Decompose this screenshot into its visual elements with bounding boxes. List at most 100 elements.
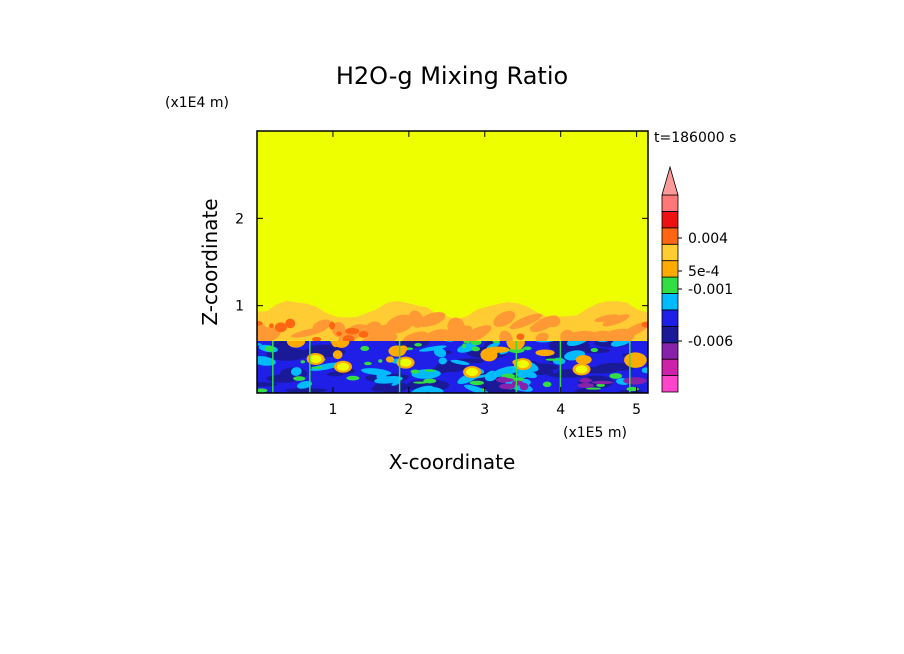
lower-green-blob bbox=[414, 343, 422, 347]
lower-dark-blob bbox=[371, 386, 384, 392]
plot-area bbox=[255, 131, 648, 422]
colorbar-arrow bbox=[661, 165, 679, 196]
y-tick-label: 1 bbox=[235, 299, 244, 315]
band-blob bbox=[290, 327, 326, 338]
lower-cyan-blob bbox=[255, 410, 283, 422]
lower-cyan-blob bbox=[296, 380, 313, 389]
band-core bbox=[274, 322, 287, 333]
lower-cyan-blob bbox=[457, 343, 477, 353]
lower-green-blob bbox=[492, 341, 501, 344]
x-tick-label: 3 bbox=[480, 402, 489, 418]
lower-orange-blob bbox=[388, 345, 406, 357]
lower-dark-blob bbox=[327, 371, 344, 377]
colorbar-cell bbox=[661, 211, 679, 229]
lower-yellow-core bbox=[399, 358, 412, 367]
y-axis-ticks: 12 bbox=[235, 211, 648, 315]
lower-cyan-blob bbox=[516, 371, 529, 379]
lower-yellow-core bbox=[516, 360, 529, 369]
colorbar-cell bbox=[661, 260, 679, 278]
lower-green-blob bbox=[378, 359, 383, 363]
band-blob bbox=[445, 326, 466, 343]
lower-cyan-blob bbox=[353, 402, 365, 410]
band-blob bbox=[535, 332, 549, 343]
lower-green-blob bbox=[311, 366, 323, 369]
lower-yellow-core bbox=[309, 354, 322, 363]
lower-purple-blob bbox=[623, 377, 647, 385]
lower-green-blob bbox=[360, 345, 370, 351]
lower-green-blob bbox=[346, 375, 360, 381]
lower-orange-blob bbox=[286, 341, 306, 348]
band-core bbox=[358, 331, 369, 338]
lower-green-blob bbox=[410, 369, 420, 374]
colorbar-cell bbox=[661, 325, 679, 344]
lower-green-blob bbox=[364, 361, 372, 366]
time-label: t=186000 s bbox=[654, 130, 736, 146]
lower-cyan-blob bbox=[293, 396, 319, 403]
colorbar-cell bbox=[661, 309, 679, 327]
band-blob bbox=[402, 331, 429, 345]
colorbar-cell bbox=[661, 227, 679, 245]
lower-cyan-blob bbox=[450, 359, 470, 366]
colorbar-cell bbox=[661, 375, 679, 393]
colorbar-cell bbox=[661, 243, 679, 262]
colorbar-label-3: -0.001 bbox=[688, 282, 733, 298]
lower-cyan-blob bbox=[438, 357, 447, 365]
x-tick-label: 2 bbox=[404, 402, 413, 418]
lower-cyan-blob bbox=[433, 347, 447, 358]
lower-cyan-blob bbox=[464, 384, 490, 393]
band-blob bbox=[530, 315, 559, 333]
band-blob bbox=[509, 313, 543, 330]
band-blob bbox=[602, 314, 630, 327]
lower-orange-blob bbox=[333, 341, 350, 348]
y-axis-label: Z-coordinate bbox=[198, 198, 222, 325]
lower-streak bbox=[629, 341, 631, 393]
lower-purple-blob bbox=[495, 377, 514, 383]
lower-purple-blob bbox=[519, 382, 529, 391]
lower-green-blob bbox=[522, 346, 532, 351]
lower-yellow-core bbox=[575, 365, 588, 374]
x-scale-label: (x1E5 m) bbox=[563, 425, 627, 441]
x-tick-label: 5 bbox=[632, 402, 641, 418]
lower-green-blob bbox=[510, 377, 525, 382]
band-core bbox=[345, 327, 360, 335]
lower-green-blob bbox=[462, 343, 467, 349]
lower-cyan-blob bbox=[484, 370, 498, 382]
band-core bbox=[285, 318, 296, 329]
y-tick-label: 2 bbox=[235, 211, 244, 227]
lower-green-blob bbox=[590, 347, 599, 353]
band-blob bbox=[417, 312, 446, 327]
lower-green-blob bbox=[596, 383, 606, 388]
lower-region bbox=[255, 341, 648, 422]
band-core bbox=[329, 321, 336, 330]
lower-dark-blob bbox=[266, 374, 299, 383]
lower-yellow-core bbox=[466, 368, 479, 377]
lower-green-blob bbox=[257, 388, 268, 393]
lower-green-blob bbox=[293, 376, 306, 381]
lower-green-blob bbox=[542, 381, 552, 388]
band-core bbox=[516, 333, 525, 340]
lower-green-blob bbox=[470, 341, 481, 343]
x-tick-label: 4 bbox=[556, 402, 565, 418]
band-blob bbox=[594, 314, 619, 323]
band-blob bbox=[257, 326, 281, 343]
lower-purple-blob bbox=[580, 377, 591, 383]
lower-purple-blob bbox=[499, 383, 516, 390]
lower-dark-blob bbox=[597, 362, 636, 371]
lower-cyan-blob bbox=[425, 386, 444, 393]
band-core bbox=[336, 331, 343, 336]
colorbar-cell bbox=[661, 342, 679, 360]
lower-streak bbox=[559, 341, 562, 393]
band-core bbox=[257, 321, 263, 326]
lower-green-blob bbox=[469, 380, 484, 386]
colorbar-cell bbox=[661, 293, 679, 311]
colorbar-label-4: -0.006 bbox=[688, 334, 733, 350]
lower-green-blob bbox=[609, 373, 623, 379]
lower-cyan-blob bbox=[290, 367, 302, 376]
lower-green-blob bbox=[413, 381, 428, 384]
lower-orange-blob bbox=[385, 356, 395, 363]
lower-cyan-blob bbox=[567, 403, 590, 411]
band-blob bbox=[493, 310, 516, 327]
lower-orange-blob bbox=[486, 346, 510, 353]
colorbar-label-1: 0.004 bbox=[688, 231, 728, 247]
lower-cyan-blob bbox=[566, 341, 592, 347]
